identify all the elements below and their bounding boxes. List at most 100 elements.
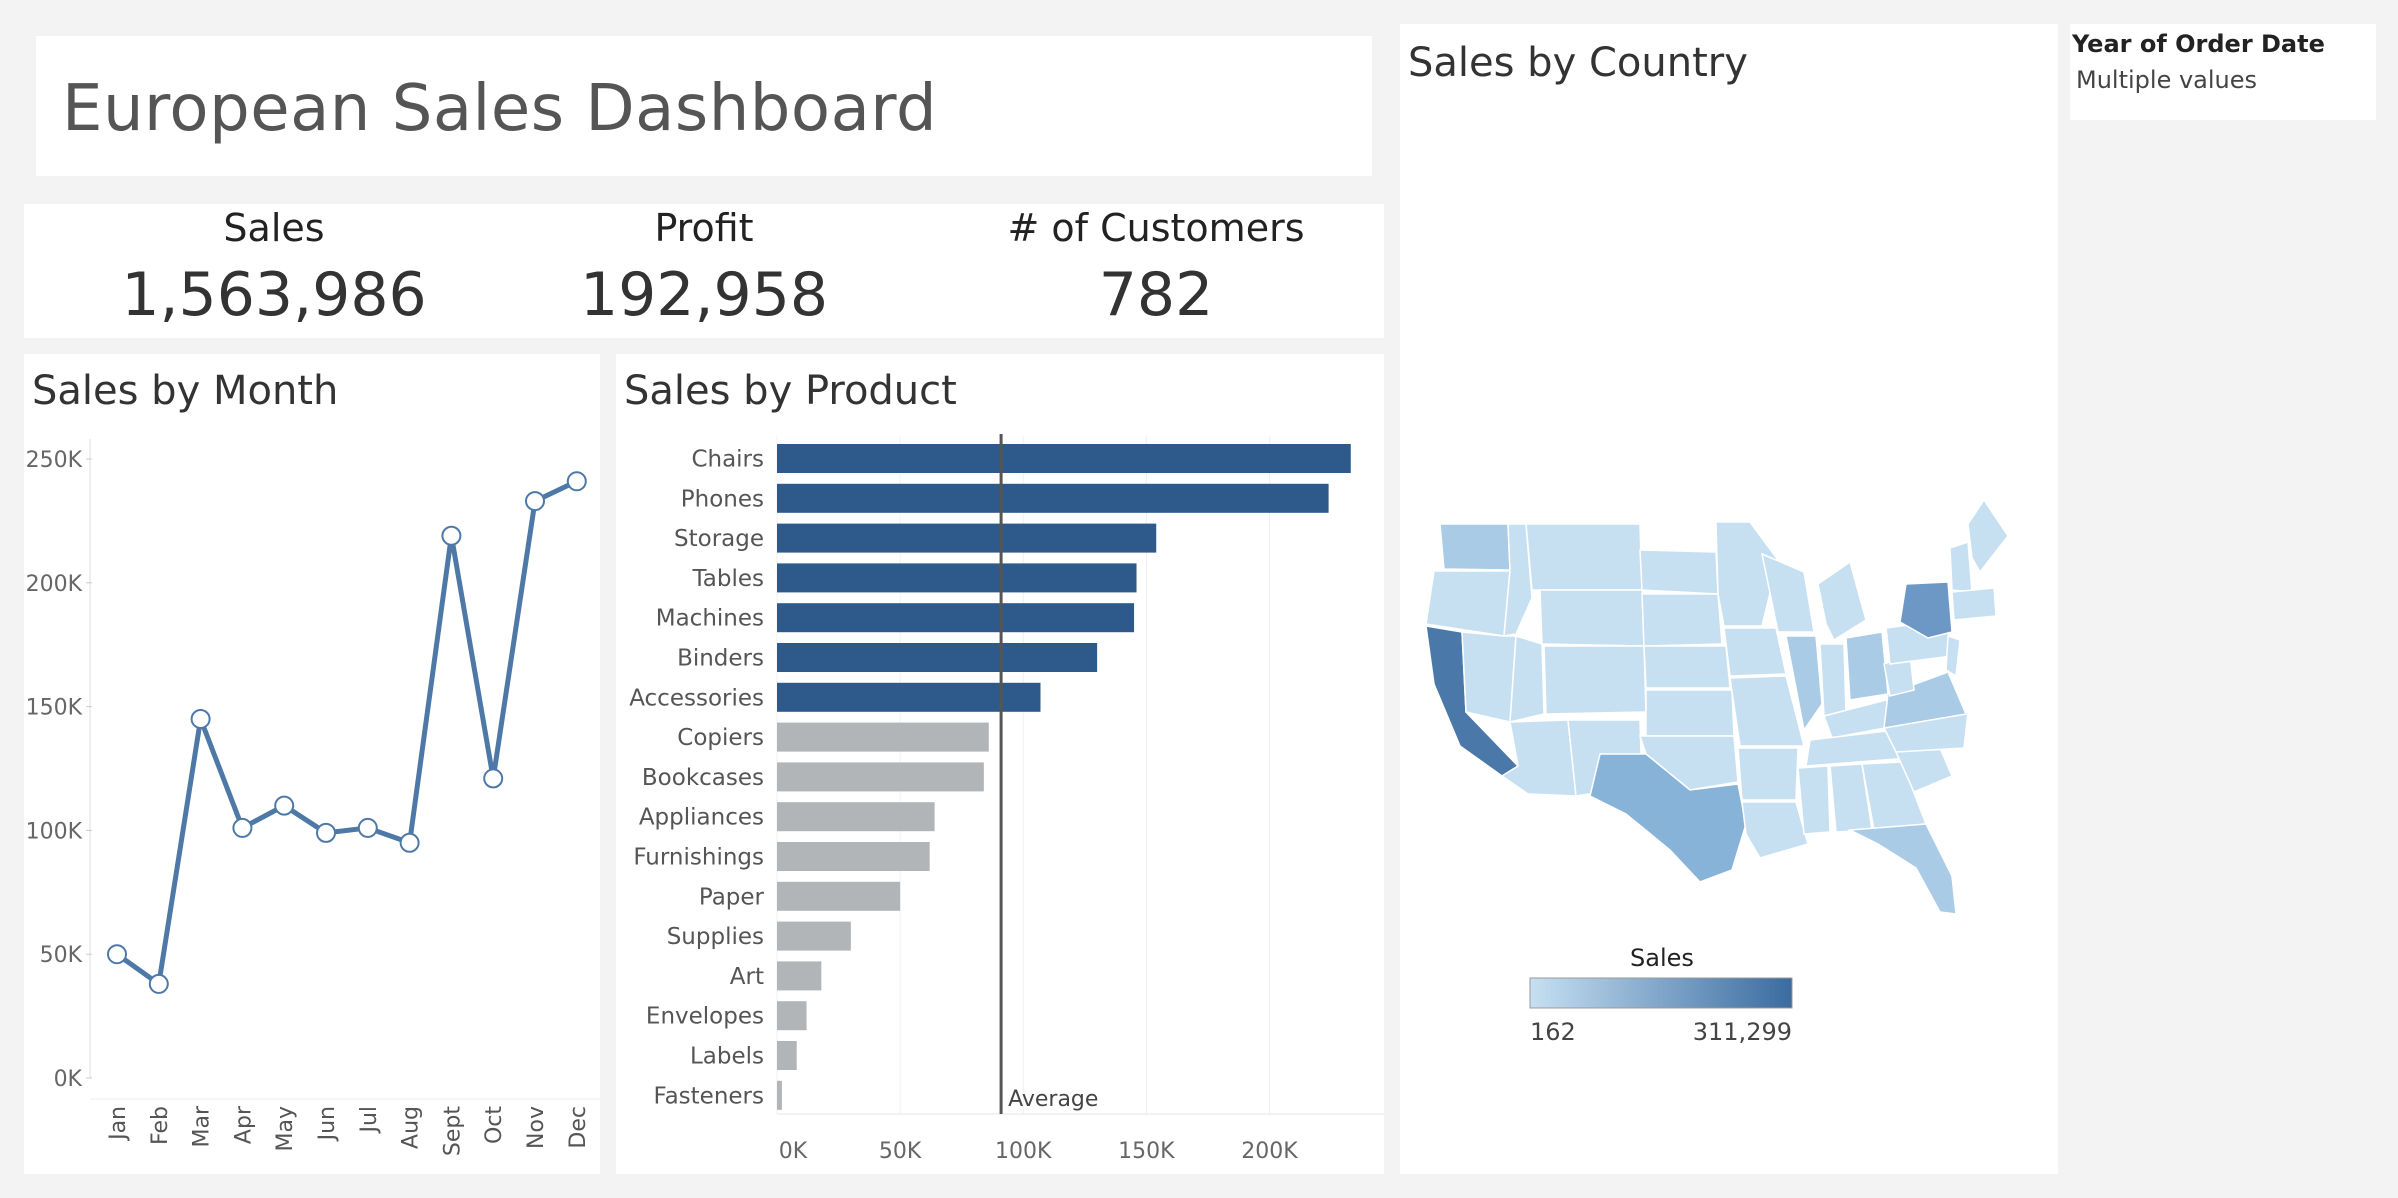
category-label: Bookcases — [642, 765, 764, 791]
category-label: Supplies — [667, 924, 764, 950]
state-ne — [1643, 645, 1731, 689]
category-label: Copiers — [677, 725, 764, 751]
data-point-oct — [483, 768, 504, 789]
state-ms — [1797, 765, 1831, 835]
state-nv — [1461, 631, 1517, 723]
state-ar — [1737, 747, 1799, 801]
x-tick-label: 150K — [1118, 1139, 1175, 1164]
state-ma-ct-ri — [1951, 587, 1997, 621]
bar-copiers — [777, 722, 989, 752]
category-label: Storage — [674, 526, 764, 552]
state-wy — [1539, 589, 1645, 647]
y-tick-label: 250K — [26, 448, 83, 473]
data-point-aug — [399, 832, 420, 853]
state-ny — [1899, 581, 1953, 639]
category-label: Phones — [681, 486, 764, 512]
x-tick-label: 200K — [1241, 1139, 1298, 1164]
sales-by-product-panel: Sales by Product Chairs Phones Storage Tabl… — [616, 354, 1384, 1174]
map-legend-min: 162 — [1530, 1018, 1576, 1046]
map-legend-max: 311,299 — [1693, 1018, 1792, 1046]
year-filter-value[interactable]: Multiple values — [2076, 66, 2258, 94]
state-tx — [1589, 753, 1747, 883]
bar-phones — [777, 483, 1329, 513]
category-label: Chairs — [691, 447, 764, 473]
y-tick-label: 200K — [26, 572, 83, 597]
state-ks — [1645, 689, 1735, 737]
state-ut — [1509, 635, 1545, 723]
state-co — [1543, 645, 1647, 715]
category-label: Accessories — [629, 685, 764, 711]
state-ia — [1723, 627, 1787, 677]
state-mt — [1525, 523, 1643, 591]
state-va — [1883, 671, 1968, 729]
bar-storage — [777, 523, 1157, 553]
data-point-sept — [441, 525, 462, 546]
category-label: Tables — [692, 566, 764, 592]
kpi-customers-value: 782 — [1098, 260, 1214, 330]
bar-fasteners — [777, 1080, 782, 1110]
data-point-may — [274, 795, 295, 816]
data-point-jan — [107, 944, 127, 965]
sales-line — [115, 479, 578, 987]
category-label: Appliances — [639, 805, 764, 831]
bar-labels — [777, 1041, 797, 1070]
bar-paper — [777, 881, 901, 911]
state-mn — [1715, 521, 1779, 627]
map-legend-gradient — [1529, 977, 1793, 1009]
state-vt-nh — [1949, 540, 1973, 593]
y-tick-label: 150K — [26, 696, 83, 721]
y-tick-label: 100K — [26, 819, 83, 844]
sales-by-product-title: Sales by Product — [624, 368, 957, 414]
bar-art — [777, 961, 822, 991]
x-tick-label: Apr — [231, 1105, 256, 1144]
data-point-dec — [566, 471, 587, 492]
category-label: Envelopes — [646, 1004, 764, 1030]
kpi-profit-label: Profit — [654, 206, 754, 250]
data-point-jun — [316, 822, 336, 843]
kpi-panel: Sales 1,563,986 Profit 192,958 # of Cust… — [24, 204, 1384, 338]
state-nj — [1945, 634, 1961, 678]
x-tick-label: 100K — [995, 1139, 1052, 1164]
bar-furnishings — [777, 842, 930, 871]
data-point-mar — [190, 708, 211, 729]
average-label: Average — [1008, 1087, 1098, 1112]
year-filter-panel[interactable]: Year of Order Date Multiple values — [2070, 24, 2376, 120]
sales-by-month-title: Sales by Month — [32, 368, 339, 414]
state-oh — [1845, 631, 1889, 701]
x-tick-label: Sept — [440, 1106, 465, 1156]
x-tick-label: Jun — [315, 1106, 340, 1142]
state-wa — [1439, 523, 1511, 571]
title-panel: European Sales Dashboard — [36, 36, 1372, 176]
x-tick-label: Jul — [357, 1106, 382, 1135]
category-label: Paper — [699, 884, 765, 910]
state-me — [1967, 498, 2009, 574]
category-label: Machines — [656, 606, 764, 632]
kpi-sales-label: Sales — [223, 206, 325, 250]
y-tick-label: 50K — [40, 943, 83, 968]
x-tick-label: Mar — [190, 1105, 215, 1147]
sales-by-month-chart: 0K 50K 100K 150K 200K 250K Jan Feb Mar Apr May Jun J… — [26, 439, 600, 1156]
category-label: Art — [730, 964, 764, 990]
bar-chairs — [777, 444, 1351, 473]
sales-by-country-title: Sales by Country — [1408, 40, 1748, 86]
bar-binders — [777, 643, 1098, 672]
state-la — [1741, 801, 1809, 859]
x-tick-label: 0K — [779, 1139, 808, 1164]
x-tick-label: Nov — [524, 1106, 549, 1149]
sales-map[interactable]: Sales 162 311,299 — [1400, 24, 2058, 1174]
state-il — [1785, 635, 1823, 732]
x-tick-label: Dec — [566, 1106, 591, 1149]
kpi-customers-label: # of Customers — [1007, 206, 1305, 250]
bar-machines — [777, 603, 1135, 633]
category-label: Furnishings — [633, 845, 764, 871]
data-point-jul — [357, 817, 378, 838]
x-tick-label: Aug — [399, 1106, 424, 1149]
state-fl — [1847, 823, 1957, 915]
bar-accessories — [777, 682, 1041, 712]
bar-bookcases — [777, 762, 984, 792]
sales-by-month-panel: Sales by Month 0K 50K 100K 150K 200K 250K Jan F… — [24, 354, 600, 1174]
map-legend-title: Sales — [1630, 944, 1694, 972]
kpi-profit-value: 192,958 — [579, 260, 829, 330]
data-point-nov — [525, 491, 545, 512]
y-tick-label: 0K — [54, 1067, 83, 1092]
